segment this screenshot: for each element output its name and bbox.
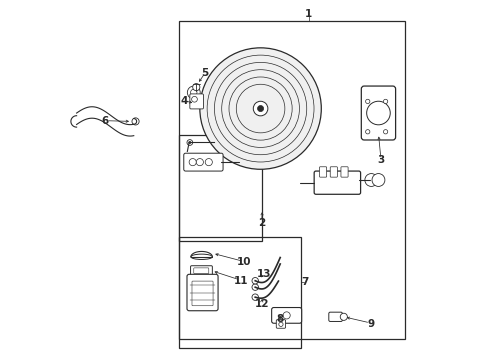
FancyBboxPatch shape [361,86,395,140]
Text: 6: 6 [102,116,109,126]
FancyBboxPatch shape [328,312,342,321]
Circle shape [189,158,196,166]
Circle shape [192,84,200,91]
Circle shape [196,158,203,166]
Circle shape [200,48,321,169]
Circle shape [251,284,258,291]
FancyBboxPatch shape [183,153,223,171]
FancyBboxPatch shape [319,167,326,177]
Circle shape [340,313,346,320]
Text: 7: 7 [300,277,307,287]
FancyBboxPatch shape [193,268,208,274]
FancyBboxPatch shape [313,171,360,194]
Circle shape [251,278,258,284]
Bar [179,135,262,241]
Text: 9: 9 [367,319,374,329]
Bar [179,21,404,339]
Circle shape [251,294,258,300]
Circle shape [383,130,387,134]
Circle shape [366,101,389,125]
Circle shape [283,312,290,319]
Circle shape [365,99,369,104]
Text: 5: 5 [201,68,208,78]
Circle shape [132,118,139,125]
Text: 13: 13 [256,269,271,279]
FancyBboxPatch shape [271,307,301,323]
Bar [179,237,300,348]
Text: 11: 11 [233,276,248,286]
Text: 12: 12 [255,299,269,309]
FancyBboxPatch shape [340,167,347,177]
FancyBboxPatch shape [186,274,218,311]
Circle shape [190,89,197,96]
Circle shape [187,86,200,99]
Text: 2: 2 [258,218,264,228]
Circle shape [191,96,197,102]
Circle shape [186,140,192,145]
Circle shape [365,130,369,134]
Circle shape [205,158,212,166]
Text: 10: 10 [237,257,251,267]
Circle shape [188,141,190,144]
Text: 3: 3 [377,156,384,165]
FancyBboxPatch shape [276,320,285,328]
Text: 8: 8 [275,314,283,324]
Circle shape [383,99,387,104]
Ellipse shape [190,254,212,260]
Circle shape [257,105,263,112]
Circle shape [371,174,384,186]
FancyBboxPatch shape [190,266,212,276]
Circle shape [364,174,377,186]
Text: 1: 1 [305,9,312,19]
Circle shape [278,322,283,327]
FancyBboxPatch shape [329,167,337,177]
FancyBboxPatch shape [189,94,203,109]
Circle shape [253,101,267,116]
Text: 4: 4 [180,96,187,107]
